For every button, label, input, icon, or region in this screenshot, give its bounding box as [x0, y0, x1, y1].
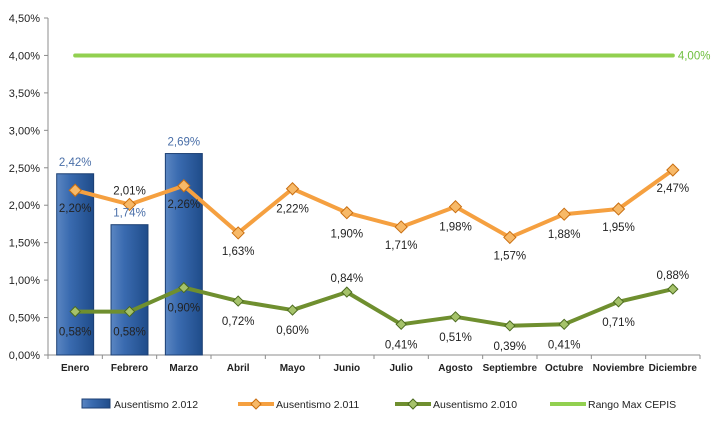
line-ausentismo-2010: [75, 285, 674, 328]
x-tick-label: Febrero: [111, 363, 148, 374]
data-label-2012: 2,42%: [59, 157, 92, 169]
marker-ausentismo-2011: [177, 179, 191, 193]
marker-ausentismo-2010: [449, 311, 462, 323]
x-tick-label: Marzo: [169, 363, 198, 374]
lines: [68, 53, 680, 332]
data-labels: 2,42% 1,74% 2,69% 2,20% 2,01% 2,26% 1,63% 2,22%…: [59, 50, 711, 352]
marker-ausentismo-2010: [123, 305, 136, 318]
y-tick-label: 4,00%: [9, 50, 40, 62]
marker-ausentismo-2010: [504, 320, 516, 332]
bar-ausentismo-2012: [110, 224, 149, 356]
legend-marker: [407, 398, 419, 410]
data-label-2010: 0,41%: [385, 339, 418, 351]
marker-ausentismo-2011: [611, 202, 626, 216]
legend: Ausentismo 2.012 Ausentismo 2.011 Ausentis…: [81, 398, 676, 411]
y-tick-label: 0,00%: [9, 350, 40, 362]
data-label-2011: 1,90%: [331, 229, 364, 241]
marker-ausentismo-2010: [395, 318, 407, 331]
x-tick-label: Junio: [333, 363, 360, 374]
x-tick-label: Diciembre: [649, 363, 698, 374]
marker-ausentismo-2011: [285, 182, 300, 196]
line-ausentismo-2011: [74, 168, 674, 240]
marker-ausentismo-2011: [68, 183, 82, 197]
data-label-2011: 2,26%: [168, 199, 201, 211]
data-label-2010: 0,51%: [439, 332, 472, 344]
marker-ausentismo-2010: [69, 305, 81, 318]
data-label-2010: 0,58%: [59, 327, 92, 339]
data-label-2011: 1,57%: [494, 250, 527, 262]
marker-ausentismo-2010: [612, 296, 625, 308]
data-label-2011: 1,88%: [548, 229, 581, 241]
data-label-2010: 0,58%: [113, 327, 146, 339]
data-label-max-cepis: 4,00%: [678, 50, 711, 62]
marker-ausentismo-2010: [341, 286, 353, 298]
marker-ausentismo-2010: [178, 281, 190, 294]
marker-ausentismo-2011: [666, 163, 680, 177]
marker-ausentismo-2011: [231, 226, 245, 240]
y-tick-label: 2,50%: [9, 163, 40, 175]
y-tick-label: 1,50%: [9, 238, 40, 250]
x-tick-label: Septiembre: [483, 363, 538, 374]
marker-ausentismo-2010: [232, 295, 244, 307]
y-tick-label: 4,50%: [9, 13, 40, 25]
x-tick-label: Octubre: [545, 363, 584, 374]
y-tick-label: 1,00%: [9, 275, 40, 287]
x-tick-label: Enero: [61, 363, 89, 374]
marker-ausentismo-2011: [448, 200, 463, 214]
data-label-2010: 0,84%: [331, 273, 364, 285]
x-tick-label: Mayo: [280, 363, 306, 374]
legend-swatch-2012: [81, 398, 111, 409]
legend-marker: [250, 398, 262, 410]
x-tick-label: Noviembre: [593, 363, 645, 374]
data-label-2011: 1,71%: [385, 240, 418, 252]
x-tick-label: Agosto: [438, 363, 472, 374]
data-label-2010: 0,88%: [657, 270, 690, 282]
y-tick-label: 3,50%: [9, 88, 40, 100]
data-label-2012: 2,69%: [168, 137, 201, 149]
data-label-2012: 1,74%: [113, 208, 146, 220]
marker-ausentismo-2011: [340, 206, 354, 220]
marker-ausentismo-2011: [394, 220, 408, 234]
data-label-2011: 1,95%: [602, 222, 635, 234]
data-label-2010: 0,72%: [222, 316, 255, 328]
marker-ausentismo-2011: [557, 207, 571, 221]
data-label-2011: 2,01%: [113, 185, 146, 197]
marker-ausentismo-2010: [667, 283, 679, 295]
bar-ausentismo-2012: [56, 173, 95, 356]
y-tick-label: 2,00%: [9, 200, 40, 212]
data-label-2010: 0,71%: [602, 317, 635, 329]
x-tick-label: Julio: [389, 363, 412, 374]
data-label-2010: 0,60%: [276, 325, 309, 337]
legend-label: Rango Max CEPIS: [588, 399, 676, 411]
y-tick-label: 0,50%: [9, 313, 40, 325]
data-label-2011: 2,22%: [276, 204, 309, 216]
axes: 0,00% 0,50% 1,00% 1,50% 2,00% 2,50% 3,00% 3,50%…: [9, 13, 701, 374]
marker-ausentismo-2011: [503, 230, 517, 245]
data-label-2010: 0,41%: [548, 339, 581, 351]
legend-label: Ausentismo 2.012: [114, 399, 198, 411]
x-tick-label: Abril: [227, 363, 250, 374]
data-label-2011: 1,63%: [222, 246, 255, 258]
data-label-2010: 0,90%: [168, 303, 201, 315]
legend-label: Ausentismo 2.010: [433, 399, 517, 411]
data-label-2011: 2,20%: [59, 203, 92, 215]
data-label-2011: 1,98%: [439, 222, 472, 234]
marker-ausentismo-2011: [122, 197, 137, 212]
data-label-2010: 0,39%: [494, 341, 527, 353]
marker-ausentismo-2010: [286, 304, 299, 316]
y-tick-label: 3,00%: [9, 125, 40, 137]
marker-ausentismo-2010: [558, 318, 570, 331]
legend-label: Ausentismo 2.011: [276, 399, 359, 411]
data-label-2011: 2,47%: [657, 183, 690, 195]
